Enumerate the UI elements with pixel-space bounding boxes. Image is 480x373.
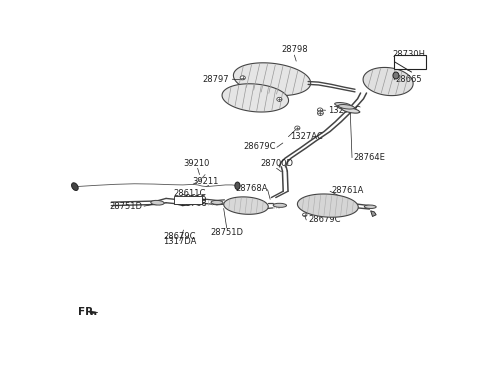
Text: 28679C: 28679C [164,232,196,241]
Text: 1317DA: 1317DA [163,237,196,247]
FancyBboxPatch shape [394,55,426,69]
Ellipse shape [317,108,323,112]
Text: 28764E: 28764E [354,153,386,162]
Text: 28761A: 28761A [332,186,364,195]
Ellipse shape [235,182,240,189]
Ellipse shape [364,205,376,209]
Ellipse shape [393,72,399,79]
Text: 39211: 39211 [192,177,218,186]
Text: FR.: FR. [78,307,97,317]
Text: 28730H: 28730H [393,50,425,59]
Polygon shape [363,68,413,95]
Text: 28751D: 28751D [109,202,143,211]
FancyBboxPatch shape [174,196,202,204]
Ellipse shape [191,196,196,200]
Ellipse shape [335,103,351,107]
Ellipse shape [341,107,360,113]
Ellipse shape [338,104,355,109]
Text: 28797: 28797 [203,75,229,84]
Polygon shape [91,311,98,314]
Text: 28679C: 28679C [309,215,341,224]
Polygon shape [298,194,358,217]
Ellipse shape [72,183,78,191]
Text: 28700D: 28700D [260,159,293,168]
Ellipse shape [317,111,324,115]
Text: 28768A: 28768A [235,184,267,194]
Ellipse shape [240,76,245,80]
Ellipse shape [211,200,223,204]
Polygon shape [224,197,268,214]
Ellipse shape [295,126,300,130]
Text: 28679C: 28679C [243,142,276,151]
Text: 28611C: 28611C [173,189,205,198]
Text: 28665: 28665 [396,75,422,84]
Ellipse shape [151,200,164,205]
Text: 1327AC: 1327AC [328,106,360,115]
Text: 28751D: 28751D [210,228,243,237]
Ellipse shape [337,105,356,111]
Polygon shape [222,84,288,112]
Text: 1327AC: 1327AC [290,132,323,141]
Ellipse shape [302,213,307,216]
Text: 28768: 28768 [180,200,207,209]
Ellipse shape [277,97,282,101]
Polygon shape [233,63,311,95]
Ellipse shape [273,203,287,207]
Text: 28798: 28798 [281,45,308,54]
Text: 28665: 28665 [180,194,207,203]
Polygon shape [371,211,376,216]
Text: 39210: 39210 [184,159,210,168]
